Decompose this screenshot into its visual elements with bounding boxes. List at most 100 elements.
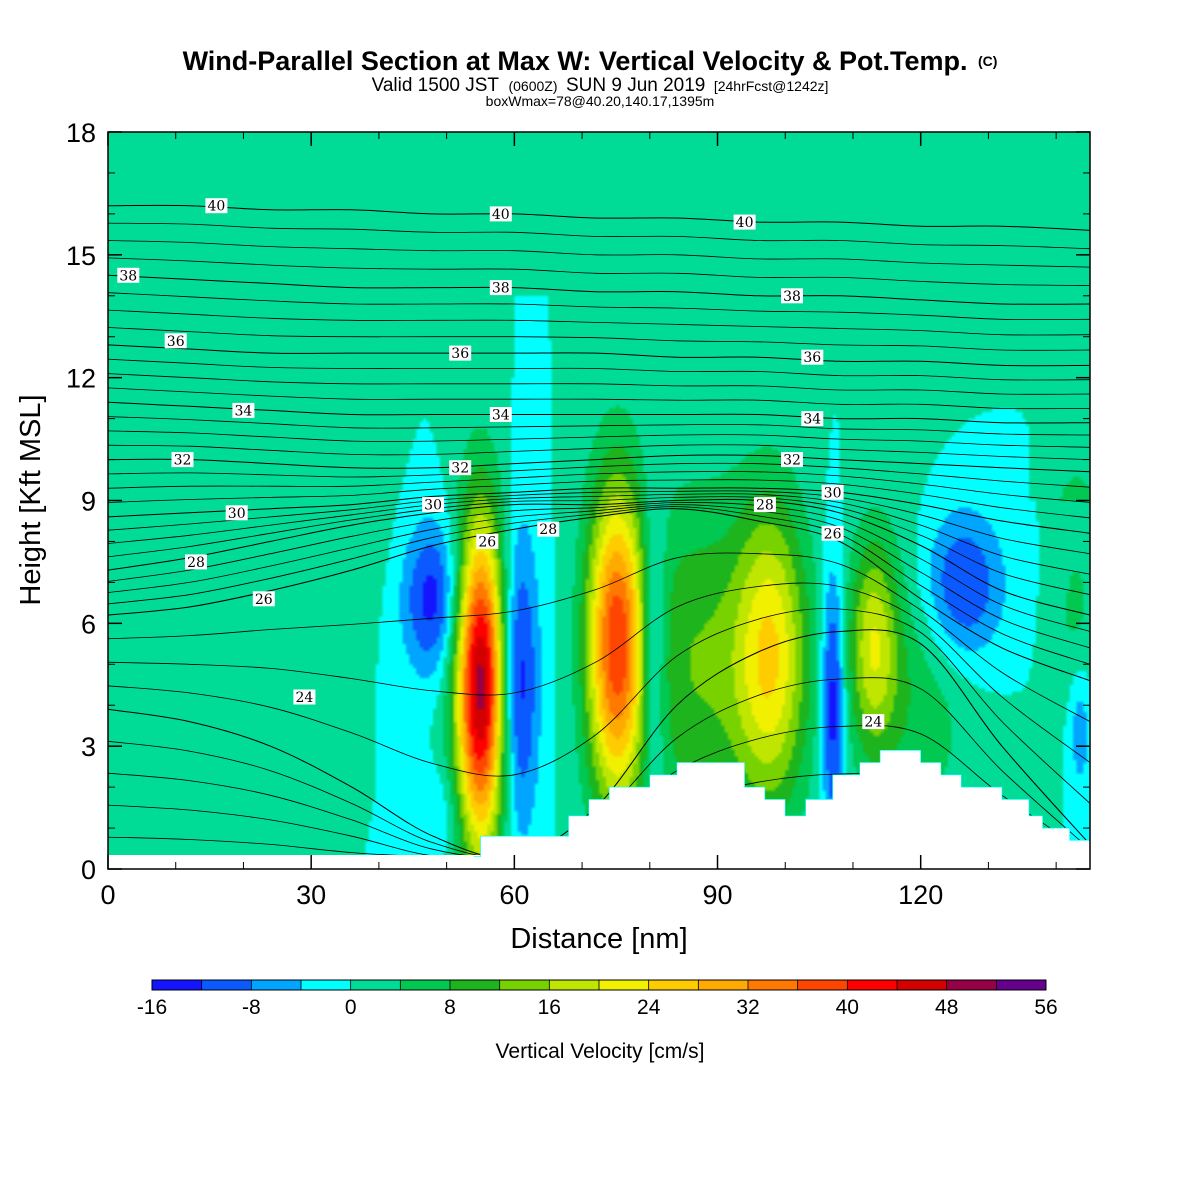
theta-contour-minor: [108, 240, 1090, 268]
theta-label-box: [862, 714, 885, 730]
colorbar-swatch: [996, 980, 1047, 990]
y-tick-label: 15: [66, 241, 96, 271]
theta-label: 38: [117, 267, 140, 284]
theta-label-text: 26: [478, 534, 496, 550]
y-tick-label: 6: [81, 609, 96, 639]
theta-label-box: [252, 591, 275, 607]
colorbar-swatch: [648, 980, 699, 990]
theta-label-text: 36: [803, 350, 821, 366]
colorbar-tick-label: 32: [736, 996, 759, 1019]
theta-label-text: 32: [174, 453, 192, 469]
y-tick-label: 0: [81, 855, 96, 885]
theta-contour-minor: [108, 552, 1090, 722]
theta-label-text: 32: [451, 461, 469, 477]
surface-strip: [108, 855, 1090, 869]
theta-label: 28: [753, 497, 776, 514]
colorbar-tick-label: 24: [637, 996, 661, 1019]
colorbar-swatch: [748, 980, 799, 990]
theta-contour-32: [108, 454, 1090, 473]
theta-contour-minor: [108, 444, 1090, 460]
theta-label: 40: [489, 206, 512, 223]
colorbar-swatch: [499, 980, 550, 990]
colorbar-tick-label: -8: [242, 996, 261, 1019]
colorbar-tick-label: 40: [836, 996, 859, 1019]
colorbar-swatch: [946, 980, 997, 990]
colorbar-swatch: [152, 980, 203, 990]
colorbar-tick-label: 56: [1034, 996, 1057, 1019]
theta-contour-minor: [108, 309, 1090, 336]
theta-contour-26: [108, 508, 1090, 682]
colorbar-swatch: [301, 980, 352, 990]
colorbar-swatch: [201, 980, 252, 990]
theta-label-text: 38: [783, 289, 801, 305]
theta-label-text: 38: [119, 268, 137, 284]
theta-contour-minor: [108, 506, 1090, 665]
colorbar-title: Vertical Velocity [cm/s]: [496, 1040, 705, 1063]
theta-label: 34: [801, 411, 824, 428]
theta-contour-minor: [108, 387, 1090, 410]
theta-label: 40: [205, 198, 228, 215]
theta-label: 30: [821, 484, 844, 501]
colorbar-tick-label: 0: [345, 996, 357, 1019]
theta-label-box: [801, 349, 824, 365]
theta-label-box: [164, 333, 187, 349]
theta-contour-minor: [108, 327, 1090, 351]
chart-title-line: Wind-Parallel Section at Max W: Vertical…: [183, 46, 998, 76]
theta-label-box: [171, 452, 194, 468]
theta-contour-minor: [108, 479, 1090, 519]
colorbar-swatch: [897, 980, 948, 990]
theta-contour-40: [108, 204, 1090, 231]
theta-contour-minor: [108, 608, 1090, 804]
theta-label-box: [117, 267, 140, 283]
x-tick-label: 90: [702, 880, 732, 910]
theta-label: 30: [422, 497, 445, 514]
box-max-info: boxWmax=78@40.20,140.17,1395m: [486, 93, 715, 109]
colorbar-tick-label: 8: [444, 996, 456, 1019]
x-tick-label: 30: [296, 880, 326, 910]
theta-label-text: 34: [234, 403, 252, 419]
theta-label-text: 34: [803, 412, 821, 428]
theta-label-box: [801, 411, 824, 427]
theta-label-box: [821, 525, 844, 541]
theta-label-box: [753, 497, 776, 513]
theta-label-box: [489, 206, 512, 222]
theta-label-text: 28: [539, 522, 557, 538]
theta-label-box: [537, 521, 560, 537]
colorbar-tick-label: 48: [935, 996, 958, 1019]
theta-contour-minor: [108, 490, 1090, 555]
theta-contour-28: [108, 498, 1090, 616]
theta-label: 36: [164, 333, 187, 350]
theta-label-box: [781, 452, 803, 468]
theta-label-text: 34: [492, 408, 510, 424]
theta-label-text: 24: [864, 715, 882, 731]
theta-contour-38: [108, 274, 1090, 305]
theta-label-text: 36: [451, 346, 469, 362]
theta-label-text: 40: [492, 207, 510, 223]
x-tick-label: 120: [898, 880, 943, 910]
theta-label-text: 30: [824, 485, 842, 501]
y-tick-label: 3: [81, 732, 96, 762]
theta-label-box: [489, 407, 512, 422]
theta-contour-minor: [108, 257, 1090, 286]
theta-label: 32: [449, 460, 472, 477]
theta-label: 24: [293, 689, 316, 706]
theta-label-box: [232, 402, 255, 418]
theta-label: 28: [185, 554, 207, 571]
valid-prefix: Valid 1500 JST: [372, 75, 500, 96]
theta-label: 38: [489, 280, 512, 297]
theta-label: 26: [476, 533, 499, 550]
theta-label: 36: [449, 345, 472, 362]
theta-contour-minor: [108, 358, 1090, 381]
theta-label-text: 28: [756, 498, 774, 514]
theta-label-text: 30: [424, 498, 442, 514]
theta-label: 26: [252, 591, 275, 608]
theta-label-text: 36: [167, 334, 185, 350]
theta-label-text: 30: [228, 506, 246, 522]
valid-time-line: Valid 1500 JST (0600Z) SUN 9 Jun 2019 [2…: [372, 75, 829, 96]
theta-contour-minor: [108, 496, 1090, 596]
colorbar-swatch: [847, 980, 898, 990]
colorbar-frame: [151, 979, 1047, 991]
theta-contour-minor: [108, 502, 1090, 632]
x-axis-label: Distance [nm]: [510, 923, 687, 955]
